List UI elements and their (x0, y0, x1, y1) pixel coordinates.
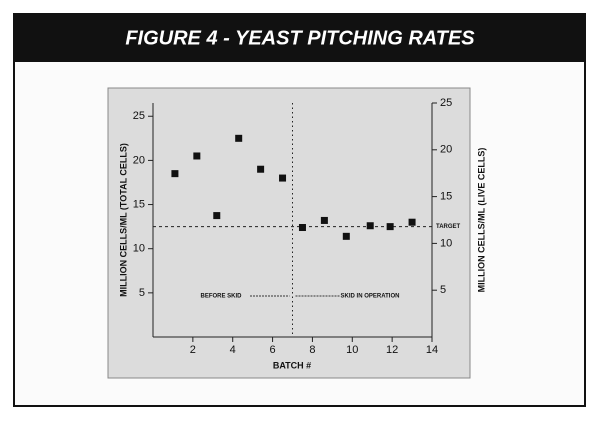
x-tick-label: 4 (230, 344, 236, 356)
y-tick-label: 20 (133, 154, 145, 166)
y-tick-label: 25 (133, 110, 145, 122)
y-tick-label: 5 (139, 287, 145, 299)
point (386, 223, 394, 231)
y-tick-label: 10 (133, 243, 145, 255)
x-tick-label: 6 (270, 344, 276, 356)
x-tick-label: 2 (190, 344, 196, 356)
header-bar (14, 14, 585, 62)
point (235, 134, 243, 142)
point (408, 218, 416, 226)
point (366, 222, 374, 230)
y2-tick-label: 15 (440, 191, 452, 203)
point (171, 170, 179, 178)
point (213, 212, 221, 220)
x-tick-label: 10 (346, 344, 358, 356)
y2-tick-label: 10 (440, 237, 452, 249)
point (279, 174, 287, 182)
point (320, 216, 328, 224)
annotation: BEFORE SKID (200, 294, 242, 300)
y2-axis-label: MILLION CELLS/ML (LIVE CELLS) (476, 148, 486, 293)
point (193, 152, 201, 160)
y2-tick-label: 20 (440, 144, 452, 156)
y-tick-label: 15 (133, 198, 145, 210)
y2-tick-label: 25 (440, 97, 452, 109)
point (298, 224, 306, 232)
annotation: SKID IN OPERATION (341, 294, 400, 300)
chart-title: FIGURE 4 - YEAST PITCHING RATES (125, 27, 475, 49)
y-axis-label: MILLION CELLS/ML (TOTAL CELLS) (118, 143, 128, 297)
y2-tick-label: 5 (440, 284, 446, 296)
point (257, 165, 265, 173)
x-tick-label: 8 (309, 344, 315, 356)
x-tick-label: 12 (386, 344, 398, 356)
target-label: TARGET (436, 224, 461, 230)
x-tick-label: 14 (426, 344, 438, 356)
point (342, 232, 350, 240)
x-axis-label: BATCH # (273, 360, 311, 370)
plot-panel (107, 87, 471, 379)
